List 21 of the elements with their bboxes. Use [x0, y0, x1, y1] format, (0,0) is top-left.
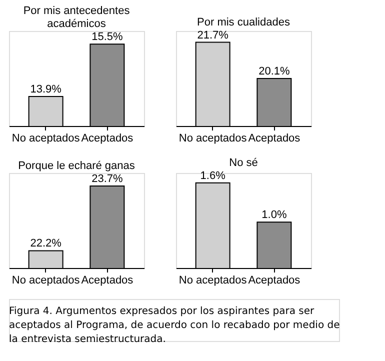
- x-tick-label: Aceptados: [81, 132, 134, 144]
- data-label: 1.6%: [200, 170, 226, 182]
- chart-title: Por mis cualidades: [197, 16, 290, 28]
- chart-title: Por mis antecedentes académicos: [23, 5, 130, 30]
- chart-title: No sé: [229, 156, 258, 169]
- x-tick-label: Aceptados: [248, 132, 301, 144]
- data-label: 20.1%: [258, 66, 290, 78]
- chart-title: Porque le echaré ganas: [18, 160, 136, 172]
- data-label: 13.9%: [30, 84, 62, 96]
- data-label: 21.7%: [197, 29, 229, 42]
- x-tick-label: No aceptados: [12, 132, 80, 144]
- text: Figura 4. Argumentos expresados por los aspirantes para ser aceptados al Programa, de acuerdo con lo recabado por medio de la entrevista semiestructurada.: [9, 306, 340, 345]
- x-tick-label: No aceptados: [178, 132, 248, 144]
- x-tick-label: No aceptados: [178, 274, 248, 286]
- data-label: 23.7%: [92, 172, 123, 185]
- data-label: 15.5%: [92, 31, 123, 44]
- x-tick-label: Aceptados: [81, 274, 134, 286]
- data-label: 22.2%: [30, 238, 62, 250]
- x-tick-label: Aceptados: [248, 274, 301, 286]
- x-tick-label: No aceptados: [12, 274, 80, 286]
- data-label: 1.0%: [262, 209, 287, 222]
